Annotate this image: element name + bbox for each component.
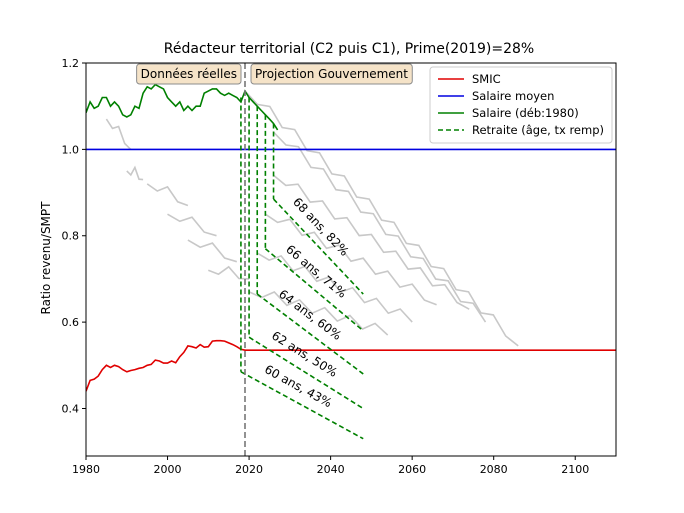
axes-frame bbox=[85, 62, 617, 457]
x-tick-label: 2100 bbox=[561, 463, 589, 476]
grey-cohort-line bbox=[126, 165, 144, 181]
grey-cohort-line bbox=[264, 213, 437, 306]
series-line bbox=[86, 339, 616, 392]
retirement-pension-line bbox=[256, 293, 364, 375]
legend-box bbox=[429, 66, 613, 144]
label-donnees-reelles-box bbox=[136, 63, 242, 85]
grey-cohort-line bbox=[167, 213, 217, 237]
legend-label: Salaire moyen bbox=[472, 89, 554, 103]
chart-title: Rédacteur territorial (C2 puis C1), Prim… bbox=[164, 41, 534, 57]
grey-cohort-line bbox=[187, 239, 238, 263]
x-tick-label: 2080 bbox=[480, 463, 508, 476]
legend-label: SMIC bbox=[472, 72, 501, 86]
y-tick-label: 1.2 bbox=[62, 57, 80, 70]
retirement-pension-line bbox=[240, 371, 364, 440]
x-tick-label: 2020 bbox=[235, 463, 263, 476]
label-projection-box bbox=[250, 63, 413, 85]
y-tick-label: 0.8 bbox=[62, 230, 80, 243]
grey-cohort-line bbox=[208, 265, 250, 280]
grey-cohort-line bbox=[146, 183, 189, 207]
grey-cohort-line bbox=[105, 118, 132, 150]
grey-cohort-line bbox=[244, 90, 519, 347]
y-tick-label: 0.4 bbox=[62, 402, 80, 415]
retirement-pension-line bbox=[248, 336, 364, 410]
legend-label: Retraite (âge, tx remp) bbox=[472, 123, 604, 137]
y-axis-label: Ratio revenu/SMPT bbox=[39, 201, 53, 315]
grey-cohort-line bbox=[272, 174, 470, 310]
retirement-pension-line bbox=[264, 248, 364, 332]
retirement-pension-line bbox=[272, 198, 364, 295]
grey-cohort-line bbox=[272, 131, 487, 323]
grey-cohort-line bbox=[248, 291, 389, 336]
x-tick-label: 2060 bbox=[398, 463, 426, 476]
legend: SMIC Salaire moyen Salaire (déb:1980) Retra… bbox=[429, 66, 613, 144]
x-tick-label: 2000 bbox=[154, 463, 182, 476]
y-tick-label: 1.0 bbox=[62, 143, 80, 156]
x-tick-label: 2040 bbox=[317, 463, 345, 476]
grey-cohort-line bbox=[256, 252, 413, 323]
label-projection: Projection Gouvernement bbox=[255, 67, 408, 81]
x-tick-label: 1980 bbox=[72, 463, 100, 476]
legend-label: Salaire (déb:1980) bbox=[472, 106, 579, 120]
y-tick-label: 0.6 bbox=[62, 316, 80, 329]
label-donnees-reelles: Données réelles bbox=[141, 67, 237, 81]
